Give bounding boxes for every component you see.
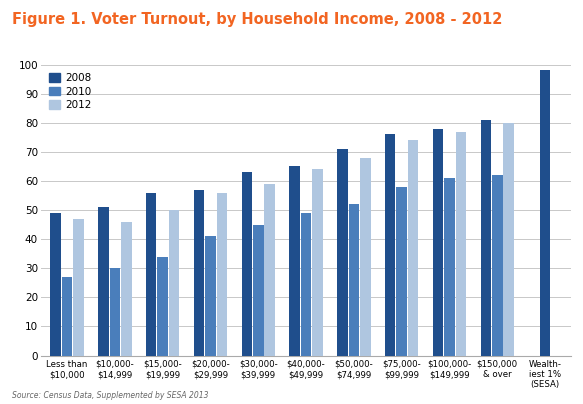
Bar (253, 225, 264, 356)
Bar (349, 204, 359, 356)
Bar (205, 236, 216, 356)
Bar (241, 172, 252, 356)
Bar (337, 149, 347, 356)
Bar (169, 210, 180, 356)
Bar (110, 268, 120, 356)
Bar (480, 120, 491, 356)
Bar (312, 169, 323, 356)
Bar (456, 132, 466, 356)
Bar (385, 135, 395, 356)
Bar (50, 213, 61, 356)
Bar (146, 193, 156, 356)
Bar (98, 207, 108, 356)
Bar (360, 158, 371, 356)
Bar (73, 219, 84, 356)
Text: Figure 1. Voter Turnout, by Household Income, 2008 - 2012: Figure 1. Voter Turnout, by Household In… (12, 12, 502, 27)
Bar (540, 70, 550, 356)
Bar (396, 187, 407, 356)
Bar (194, 190, 204, 356)
Bar (408, 140, 419, 356)
Bar (433, 128, 443, 356)
Bar (289, 166, 300, 356)
Bar (217, 193, 227, 356)
Bar (504, 123, 514, 356)
Bar (157, 257, 168, 356)
Bar (492, 175, 503, 356)
Bar (444, 178, 455, 356)
Bar (265, 184, 275, 356)
Text: Source: Census Data, Supplemented by SESA 2013: Source: Census Data, Supplemented by SES… (12, 391, 208, 400)
Bar (121, 222, 132, 356)
Bar (62, 277, 72, 356)
Bar (301, 213, 311, 356)
Legend: 2008, 2010, 2012: 2008, 2010, 2012 (46, 70, 94, 114)
